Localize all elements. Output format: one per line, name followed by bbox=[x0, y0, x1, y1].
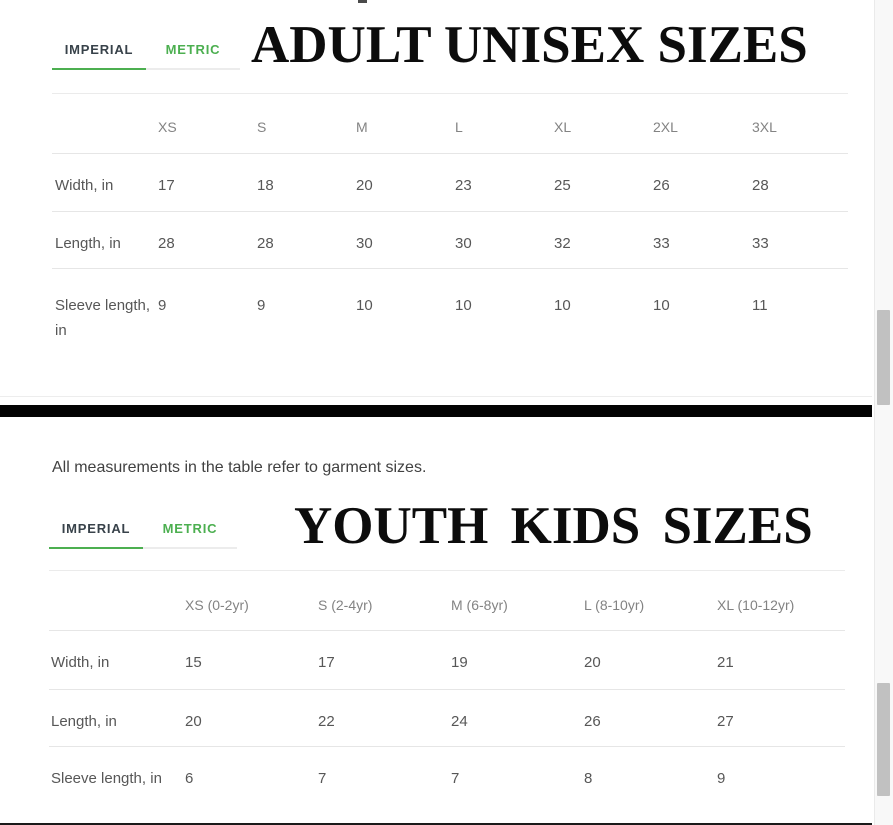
cell-value: 17 bbox=[316, 630, 449, 690]
cell-value: 7 bbox=[318, 770, 327, 787]
scrollbar-thumb-bottom[interactable] bbox=[877, 683, 890, 796]
cell-value: 33 bbox=[749, 211, 848, 269]
cell-value: 26 bbox=[582, 689, 715, 747]
tab-imperial-adult[interactable]: IMPERIAL bbox=[52, 28, 146, 70]
tab-metric-youth[interactable]: METRIC bbox=[143, 507, 237, 549]
cell-value: 10 bbox=[653, 297, 670, 314]
cell-value: 7 bbox=[451, 770, 460, 787]
cell-value: 20 bbox=[582, 630, 715, 690]
cell-value: 6 bbox=[185, 770, 194, 787]
cell-value: 15 bbox=[183, 630, 316, 690]
cell-value: 28 bbox=[749, 153, 848, 212]
tab-metric-adult[interactable]: METRIC bbox=[146, 28, 240, 70]
cell-value: 20 bbox=[353, 153, 452, 212]
cell-value: 20 bbox=[183, 689, 316, 747]
cell-value: 22 bbox=[316, 689, 449, 747]
cell-value: 26 bbox=[650, 153, 749, 212]
cell-value: 10 bbox=[554, 297, 571, 314]
cell-value: 24 bbox=[449, 689, 582, 747]
col-header: XL bbox=[551, 93, 650, 154]
col-header: XS bbox=[155, 93, 254, 154]
table-row-width: Width, in 15 17 19 20 21 bbox=[49, 630, 845, 690]
bottom-edge-line bbox=[0, 823, 872, 825]
col-header: S (2-4yr) bbox=[316, 570, 449, 631]
cell-value: 30 bbox=[452, 211, 551, 269]
col-header: XS (0-2yr) bbox=[183, 570, 316, 631]
cell-value: 27 bbox=[715, 689, 845, 747]
col-header: M bbox=[353, 93, 452, 154]
scrollbar-track[interactable] bbox=[874, 0, 893, 825]
measurement-note: All measurements in the table refer to g… bbox=[52, 459, 427, 476]
cropped-text-artifact bbox=[358, 0, 367, 3]
cell-value: 17 bbox=[155, 153, 254, 212]
col-header: L (8-10yr) bbox=[582, 570, 715, 631]
youth-section-title: YOUTH KIDS SIZES bbox=[294, 497, 813, 555]
table-row-sleeve: Sleeve length, in 9 9 10 10 10 10 11 bbox=[52, 269, 848, 364]
table-row-length: Length, in 28 28 30 30 32 33 33 bbox=[52, 211, 848, 269]
table-row-width: Width, in 17 18 20 23 25 26 28 bbox=[52, 153, 848, 212]
row-label: Sleeve length, in bbox=[55, 297, 151, 339]
cell-value: 19 bbox=[449, 630, 582, 690]
row-label: Width, in bbox=[49, 630, 183, 690]
corner-cell bbox=[52, 93, 155, 154]
cell-value: 9 bbox=[158, 297, 167, 314]
row-label: Length, in bbox=[49, 689, 183, 747]
row-label: Length, in bbox=[52, 211, 155, 269]
cell-value: 33 bbox=[650, 211, 749, 269]
cell-value: 32 bbox=[551, 211, 650, 269]
row-label: Sleeve length, in bbox=[51, 770, 162, 787]
cell-value: 25 bbox=[551, 153, 650, 212]
screenshot-divider-bar bbox=[0, 405, 872, 417]
tab-imperial-youth[interactable]: IMPERIAL bbox=[49, 507, 143, 549]
col-header: 3XL bbox=[749, 93, 848, 154]
cell-value: 8 bbox=[584, 770, 593, 787]
col-header: XL (10-12yr) bbox=[715, 570, 845, 631]
cell-value: 9 bbox=[717, 770, 726, 787]
cell-value: 18 bbox=[254, 153, 353, 212]
col-header: 2XL bbox=[650, 93, 749, 154]
row-label: Width, in bbox=[52, 153, 155, 212]
table-row-sleeve: Sleeve length, in 6 7 7 8 9 bbox=[49, 747, 845, 808]
youth-header-row: XS (0-2yr) S (2-4yr) M (6-8yr) L (8-10yr… bbox=[49, 570, 845, 631]
cell-value: 21 bbox=[715, 630, 845, 690]
cell-value: 9 bbox=[257, 297, 266, 314]
adult-size-table: XS S M L XL 2XL 3XL Width, in 17 18 20 2… bbox=[52, 93, 848, 363]
cell-value: 23 bbox=[452, 153, 551, 212]
cell-value: 28 bbox=[155, 211, 254, 269]
col-header: S bbox=[254, 93, 353, 154]
col-header: L bbox=[452, 93, 551, 154]
col-header: M (6-8yr) bbox=[449, 570, 582, 631]
adult-section-title: ADULT UNISEX SIZES bbox=[251, 16, 808, 74]
adult-unit-tabs: IMPERIAL METRIC bbox=[52, 28, 240, 70]
table-row-length: Length, in 20 22 24 26 27 bbox=[49, 689, 845, 747]
youth-unit-tabs: IMPERIAL METRIC bbox=[49, 507, 237, 549]
scrollbar-thumb-top[interactable] bbox=[877, 310, 890, 405]
adult-header-row: XS S M L XL 2XL 3XL bbox=[52, 93, 848, 154]
cell-value: 10 bbox=[455, 297, 472, 314]
cell-value: 10 bbox=[356, 297, 373, 314]
cell-value: 11 bbox=[752, 297, 768, 314]
cell-value: 28 bbox=[254, 211, 353, 269]
section-bottom-hairline bbox=[0, 396, 872, 397]
youth-size-table: XS (0-2yr) S (2-4yr) M (6-8yr) L (8-10yr… bbox=[49, 570, 845, 807]
cell-value: 30 bbox=[353, 211, 452, 269]
corner-cell bbox=[49, 570, 183, 631]
